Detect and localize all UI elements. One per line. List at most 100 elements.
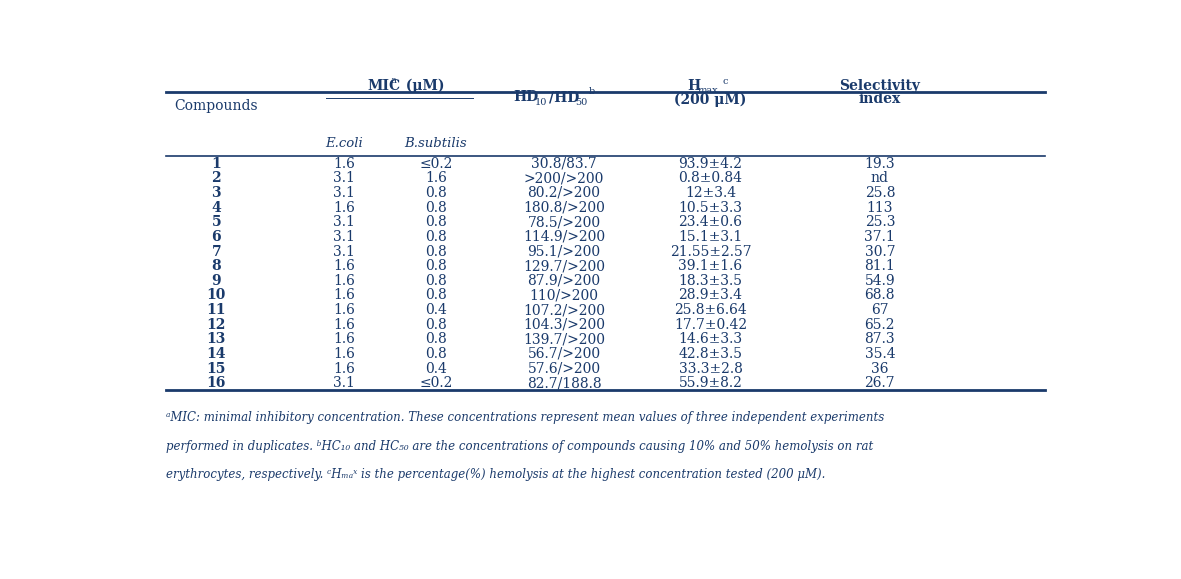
Text: 1.6: 1.6 (333, 332, 355, 346)
Text: 30.8/83.7: 30.8/83.7 (531, 157, 596, 171)
Text: B.subtilis: B.subtilis (405, 137, 468, 149)
Text: 25.8±6.64: 25.8±6.64 (674, 303, 746, 317)
Text: 3.1: 3.1 (333, 376, 355, 390)
Text: 35.4: 35.4 (864, 347, 895, 361)
Text: 17.7±0.42: 17.7±0.42 (674, 318, 748, 332)
Text: 0.8: 0.8 (425, 259, 446, 273)
Text: 0.8: 0.8 (425, 347, 446, 361)
Text: 114.9/>200: 114.9/>200 (523, 230, 605, 244)
Text: 107.2/>200: 107.2/>200 (523, 303, 605, 317)
Text: 56.7/>200: 56.7/>200 (528, 347, 601, 361)
Text: 0.8: 0.8 (425, 215, 446, 229)
Text: 0.8: 0.8 (425, 200, 446, 215)
Text: 80.2/>200: 80.2/>200 (528, 186, 601, 200)
Text: 39.1±1.6: 39.1±1.6 (678, 259, 743, 273)
Text: index: index (859, 93, 901, 107)
Text: 18.3±3.5: 18.3±3.5 (679, 274, 743, 288)
Text: 67: 67 (872, 303, 888, 317)
Text: 10: 10 (535, 98, 547, 107)
Text: 180.8/>200: 180.8/>200 (523, 200, 605, 215)
Text: H: H (687, 79, 700, 93)
Text: 55.9±8.2: 55.9±8.2 (679, 376, 743, 390)
Text: 9: 9 (211, 274, 221, 288)
Text: 23.4±0.6: 23.4±0.6 (679, 215, 743, 229)
Text: ≤0.2: ≤0.2 (419, 376, 452, 390)
Text: 104.3/>200: 104.3/>200 (523, 318, 605, 332)
Text: 78.5/>200: 78.5/>200 (528, 215, 601, 229)
Text: 93.9±4.2: 93.9±4.2 (679, 157, 743, 171)
Text: c: c (723, 76, 727, 86)
Text: 14.6±3.3: 14.6±3.3 (678, 332, 743, 346)
Text: 113: 113 (867, 200, 893, 215)
Text: 4: 4 (211, 200, 221, 215)
Text: 3.1: 3.1 (333, 230, 355, 244)
Text: erythrocytes, respectively. ᶜHₘₐˣ is the percentage(%) hemolysis at the highest : erythrocytes, respectively. ᶜHₘₐˣ is the… (165, 468, 826, 482)
Text: E.coli: E.coli (326, 137, 364, 149)
Text: 42.8±3.5: 42.8±3.5 (679, 347, 743, 361)
Text: 57.6/>200: 57.6/>200 (528, 361, 601, 376)
Text: nd: nd (870, 171, 889, 185)
Text: Selectivity: Selectivity (840, 79, 920, 93)
Text: 0.4: 0.4 (425, 303, 446, 317)
Text: 33.3±2.8: 33.3±2.8 (679, 361, 743, 376)
Text: 1.6: 1.6 (333, 157, 355, 171)
Text: 54.9: 54.9 (864, 274, 895, 288)
Text: 1.6: 1.6 (333, 303, 355, 317)
Text: 1.6: 1.6 (425, 171, 446, 185)
Text: 1.6: 1.6 (333, 259, 355, 273)
Text: 26.7: 26.7 (864, 376, 895, 390)
Text: 95.1/>200: 95.1/>200 (528, 244, 601, 258)
Text: 1.6: 1.6 (333, 288, 355, 302)
Text: 16: 16 (207, 376, 226, 390)
Text: 10: 10 (207, 288, 226, 302)
Text: 82.7/188.8: 82.7/188.8 (527, 376, 601, 390)
Text: 30.7: 30.7 (864, 244, 895, 258)
Text: 15: 15 (207, 361, 226, 376)
Text: 10.5±3.3: 10.5±3.3 (679, 200, 743, 215)
Text: 14: 14 (207, 347, 226, 361)
Text: Compounds: Compounds (175, 99, 259, 113)
Text: 36: 36 (872, 361, 888, 376)
Text: 87.9/>200: 87.9/>200 (528, 274, 601, 288)
Text: 15.1±3.1: 15.1±3.1 (678, 230, 743, 244)
Text: /HD: /HD (548, 90, 579, 104)
Text: 21.55±2.57: 21.55±2.57 (670, 244, 751, 258)
Text: 7: 7 (211, 244, 221, 258)
Text: 68.8: 68.8 (864, 288, 895, 302)
Text: max: max (698, 86, 718, 96)
Text: 12: 12 (207, 318, 226, 332)
Text: 0.8: 0.8 (425, 230, 446, 244)
Text: 1: 1 (211, 157, 221, 171)
Text: 25.8: 25.8 (864, 186, 895, 200)
Text: 0.8: 0.8 (425, 318, 446, 332)
Text: 1.6: 1.6 (333, 274, 355, 288)
Text: b: b (589, 87, 595, 96)
Text: MIC: MIC (367, 79, 400, 93)
Text: 1.6: 1.6 (333, 361, 355, 376)
Text: 13: 13 (207, 332, 226, 346)
Text: 0.8±0.84: 0.8±0.84 (679, 171, 743, 185)
Text: 8: 8 (211, 259, 221, 273)
Text: ≤0.2: ≤0.2 (419, 157, 452, 171)
Text: 87.3: 87.3 (864, 332, 895, 346)
Text: ᵃMIC: minimal inhibitory concentration. These concentrations represent mean valu: ᵃMIC: minimal inhibitory concentration. … (165, 411, 885, 424)
Text: 5: 5 (211, 215, 221, 229)
Text: 11: 11 (207, 303, 226, 317)
Text: 1.6: 1.6 (333, 347, 355, 361)
Text: 0.4: 0.4 (425, 361, 446, 376)
Text: 1.6: 1.6 (333, 200, 355, 215)
Text: 0.8: 0.8 (425, 332, 446, 346)
Text: 50: 50 (575, 98, 587, 107)
Text: 0.8: 0.8 (425, 288, 446, 302)
Text: 6: 6 (211, 230, 221, 244)
Text: HD: HD (514, 90, 539, 104)
Text: 0.8: 0.8 (425, 186, 446, 200)
Text: 2: 2 (211, 171, 221, 185)
Text: 0.8: 0.8 (425, 244, 446, 258)
Text: 37.1: 37.1 (864, 230, 895, 244)
Text: 12±3.4: 12±3.4 (685, 186, 736, 200)
Text: (200 μM): (200 μM) (674, 92, 746, 107)
Text: 1.6: 1.6 (333, 318, 355, 332)
Text: 3.1: 3.1 (333, 171, 355, 185)
Text: 3.1: 3.1 (333, 215, 355, 229)
